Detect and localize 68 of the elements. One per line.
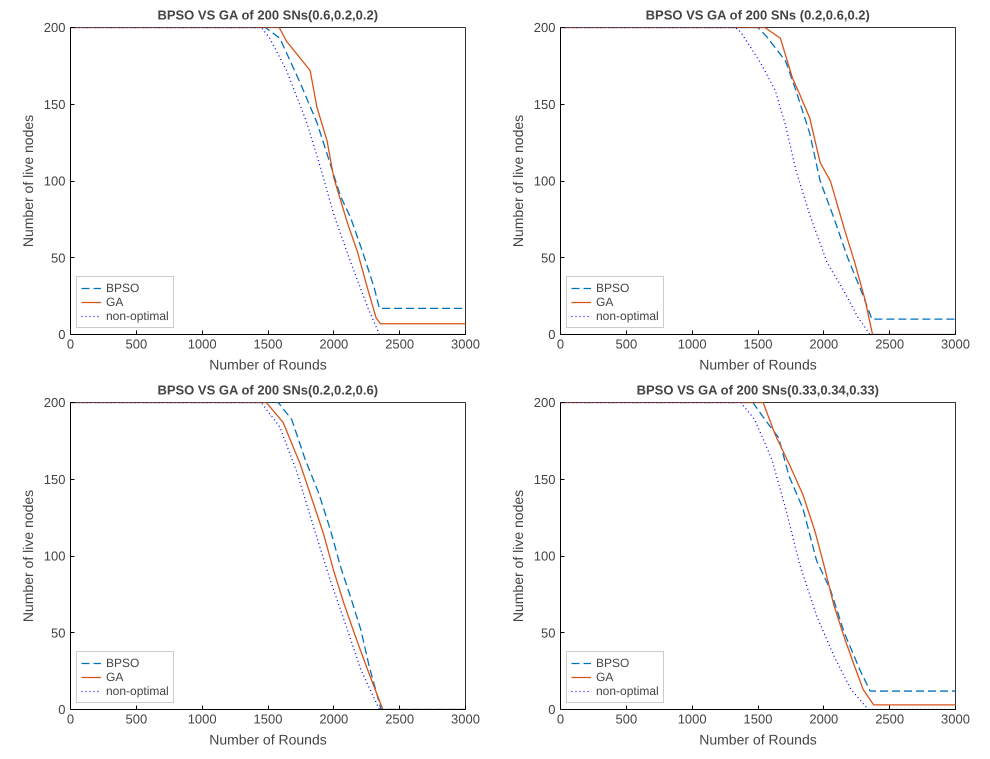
legend-label: non-optimal: [106, 684, 169, 698]
x-axis-title: Number of Rounds: [209, 356, 327, 372]
y-axis-title: Number of live nodes: [20, 490, 36, 622]
x-tick-label: 1500: [744, 712, 772, 726]
x-tick-label: 3000: [941, 336, 970, 352]
x-tick-label: 500: [125, 336, 148, 352]
x-tick-label: 1000: [188, 336, 217, 352]
y-tick-label: 100: [534, 174, 556, 188]
y-tick-label: 50: [51, 250, 66, 266]
x-tick-label: 1500: [254, 712, 282, 726]
x-tick-label: 1000: [188, 712, 217, 726]
chart-title: BPSO VS GA of 200 SNs (0.2,0.6,0.2): [646, 8, 870, 22]
x-tick-label: 2500: [385, 336, 414, 352]
x-tick-label: 500: [615, 336, 638, 352]
x-tick-label: 2000: [809, 712, 838, 726]
x-tick-label: 2000: [809, 336, 838, 352]
y-axis-title: Number of live nodes: [510, 114, 526, 248]
x-axis-title: Number of Rounds: [699, 732, 817, 748]
legend-label: BPSO: [596, 656, 630, 670]
y-tick-label: 150: [44, 472, 66, 487]
y-tick-label: 50: [51, 625, 66, 640]
x-axis-title: Number of Rounds: [209, 732, 327, 748]
legend-label: GA: [596, 295, 614, 309]
x-tick-label: 1500: [254, 336, 282, 352]
chart-title: BPSO VS GA of 200 SNs(0.33,0.34,0.33): [636, 382, 879, 398]
y-tick-label: 100: [44, 174, 66, 188]
x-tick-label: 1500: [744, 336, 772, 352]
x-tick-label: 2500: [875, 712, 904, 726]
y-tick-label: 200: [534, 20, 556, 35]
y-tick-label: 0: [58, 702, 66, 717]
chart-title: BPSO VS GA of 200 SNs(0.2,0.2,0.6): [157, 382, 378, 398]
chart-title: BPSO VS GA of 200 SNs(0.6,0.2,0.2): [157, 8, 378, 22]
x-tick-label: 500: [615, 712, 638, 726]
x-tick-label: 2000: [319, 712, 348, 726]
legend-label: GA: [106, 295, 124, 309]
x-tick-label: 2000: [319, 336, 348, 352]
x-tick-label: 1000: [678, 336, 707, 352]
y-tick-label: 150: [534, 96, 556, 112]
y-axis-title: Number of live nodes: [20, 114, 36, 248]
y-tick-label: 0: [548, 702, 556, 717]
x-tick-label: 3000: [941, 712, 970, 726]
legend-label: BPSO: [106, 281, 140, 295]
y-tick-label: 200: [44, 395, 66, 410]
x-tick-label: 3000: [451, 336, 480, 352]
x-tick-label: 2500: [385, 712, 414, 726]
x-tick-label: 3000: [451, 712, 480, 726]
x-tick-label: 1000: [678, 712, 707, 726]
y-tick-label: 0: [548, 327, 556, 342]
legend-label: BPSO: [106, 656, 140, 670]
legend-label: BPSO: [596, 281, 630, 295]
legend-label: non-optimal: [596, 309, 659, 323]
x-axis-title: Number of Rounds: [699, 356, 817, 372]
y-tick-label: 200: [44, 20, 66, 35]
y-tick-label: 200: [534, 395, 556, 410]
legend-label: non-optimal: [596, 684, 659, 698]
y-tick-label: 100: [44, 548, 66, 564]
legend-label: GA: [596, 670, 614, 684]
legend-label: GA: [106, 670, 124, 684]
y-tick-label: 150: [44, 96, 66, 112]
y-tick-label: 50: [541, 250, 556, 266]
legend-label: non-optimal: [106, 309, 169, 323]
y-tick-label: 0: [58, 327, 66, 342]
y-axis-title: Number of live nodes: [510, 490, 526, 622]
y-tick-label: 100: [534, 548, 556, 564]
x-tick-label: 2500: [875, 336, 904, 352]
y-tick-label: 150: [534, 472, 556, 487]
x-tick-label: 500: [125, 712, 148, 726]
y-tick-label: 50: [541, 625, 556, 640]
